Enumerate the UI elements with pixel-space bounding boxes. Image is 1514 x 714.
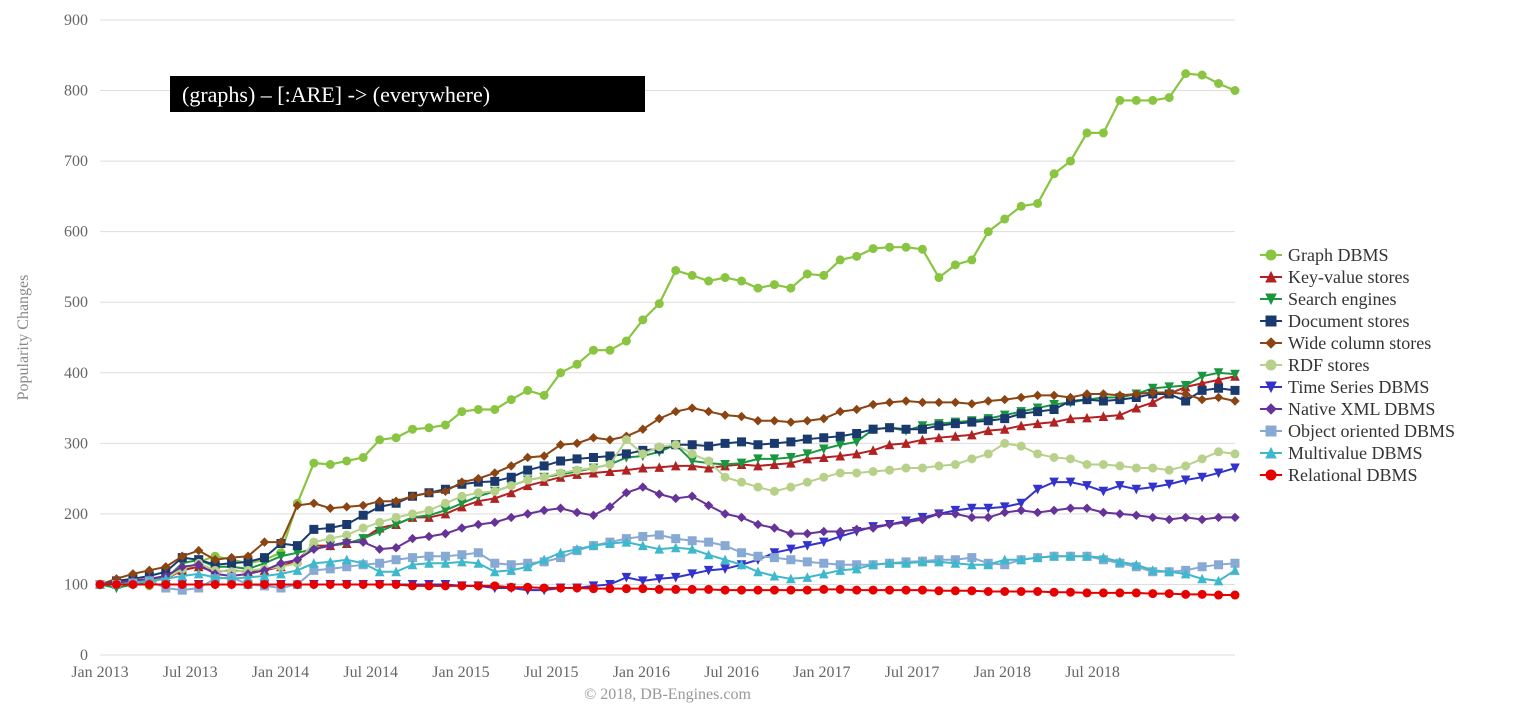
x-tick-label: Jul 2015 bbox=[524, 664, 579, 681]
legend-item: Native XML DBMS bbox=[1260, 399, 1435, 419]
series-graph-dbms bbox=[96, 70, 1239, 590]
chart-container: 0 100 200 300 400 500 600 700 800 900 Jan 2013 Jul … bbox=[0, 0, 1514, 714]
legend-label: Wide column stores bbox=[1288, 333, 1431, 353]
y-tick-label: 300 bbox=[64, 435, 88, 452]
legend-item: Multivalue DBMS bbox=[1260, 443, 1423, 463]
legend-item: Search engines bbox=[1260, 289, 1396, 309]
legend-item: Time Series DBMS bbox=[1260, 377, 1429, 397]
legend-item: Wide column stores bbox=[1260, 333, 1431, 353]
legend-label: Object oriented DBMS bbox=[1288, 421, 1455, 441]
x-tick-label: Jul 2017 bbox=[885, 664, 940, 681]
legend-item: Document stores bbox=[1260, 311, 1409, 331]
x-tick-label: Jan 2013 bbox=[71, 664, 128, 681]
legend-label: Relational DBMS bbox=[1288, 465, 1418, 485]
x-tick-label: Jan 2016 bbox=[613, 664, 670, 681]
x-tick-label: Jul 2016 bbox=[704, 664, 759, 681]
legend-label: Document stores bbox=[1288, 311, 1409, 331]
series-rdf-stores bbox=[96, 436, 1239, 589]
x-tick-label: Jul 2013 bbox=[163, 664, 218, 681]
y-tick-label: 200 bbox=[64, 506, 88, 523]
legend-label: Graph DBMS bbox=[1288, 245, 1389, 265]
x-tick-label: Jan 2017 bbox=[793, 664, 850, 681]
x-tick-label: Jul 2018 bbox=[1065, 664, 1120, 681]
legend-label: Key-value stores bbox=[1288, 267, 1409, 287]
chart-svg: 0 100 200 300 400 500 600 700 800 900 Jan 2013 Jul … bbox=[0, 0, 1514, 714]
x-tick-label: Jan 2018 bbox=[974, 664, 1031, 681]
x-tick-label: Jan 2014 bbox=[252, 664, 309, 681]
y-tick-label: 100 bbox=[64, 576, 88, 593]
y-tick-label: 900 bbox=[64, 12, 88, 29]
overlay-title-text: (graphs) – [:ARE] -> (everywhere) bbox=[182, 82, 490, 107]
legend-label: Native XML DBMS bbox=[1288, 399, 1435, 419]
y-tick-label: 0 bbox=[80, 647, 88, 664]
footer-attribution: © 2018, DB-Engines.com bbox=[584, 686, 751, 703]
legend-item: RDF stores bbox=[1260, 355, 1370, 375]
x-tick-label: Jul 2014 bbox=[343, 664, 398, 681]
legend-item: Key-value stores bbox=[1260, 267, 1409, 287]
y-tick-label: 500 bbox=[64, 294, 88, 311]
legend-label: RDF stores bbox=[1288, 355, 1370, 375]
legend-label: Time Series DBMS bbox=[1288, 377, 1429, 397]
y-tick-label: 700 bbox=[64, 153, 88, 170]
y-tick-label: 400 bbox=[64, 365, 88, 382]
y-tick-label: 600 bbox=[64, 224, 88, 241]
legend-item: Relational DBMS bbox=[1260, 465, 1418, 485]
x-tick-label: Jan 2015 bbox=[432, 664, 489, 681]
legend: Graph DBMSKey-value storesSearch engines… bbox=[1260, 245, 1455, 485]
y-tick-label: 800 bbox=[64, 83, 88, 100]
legend-item: Object oriented DBMS bbox=[1260, 421, 1455, 441]
legend-label: Search engines bbox=[1288, 289, 1396, 309]
legend-item: Graph DBMS bbox=[1260, 245, 1389, 265]
y-axis-label: Popularity Changes bbox=[15, 275, 32, 401]
legend-label: Multivalue DBMS bbox=[1288, 443, 1423, 463]
